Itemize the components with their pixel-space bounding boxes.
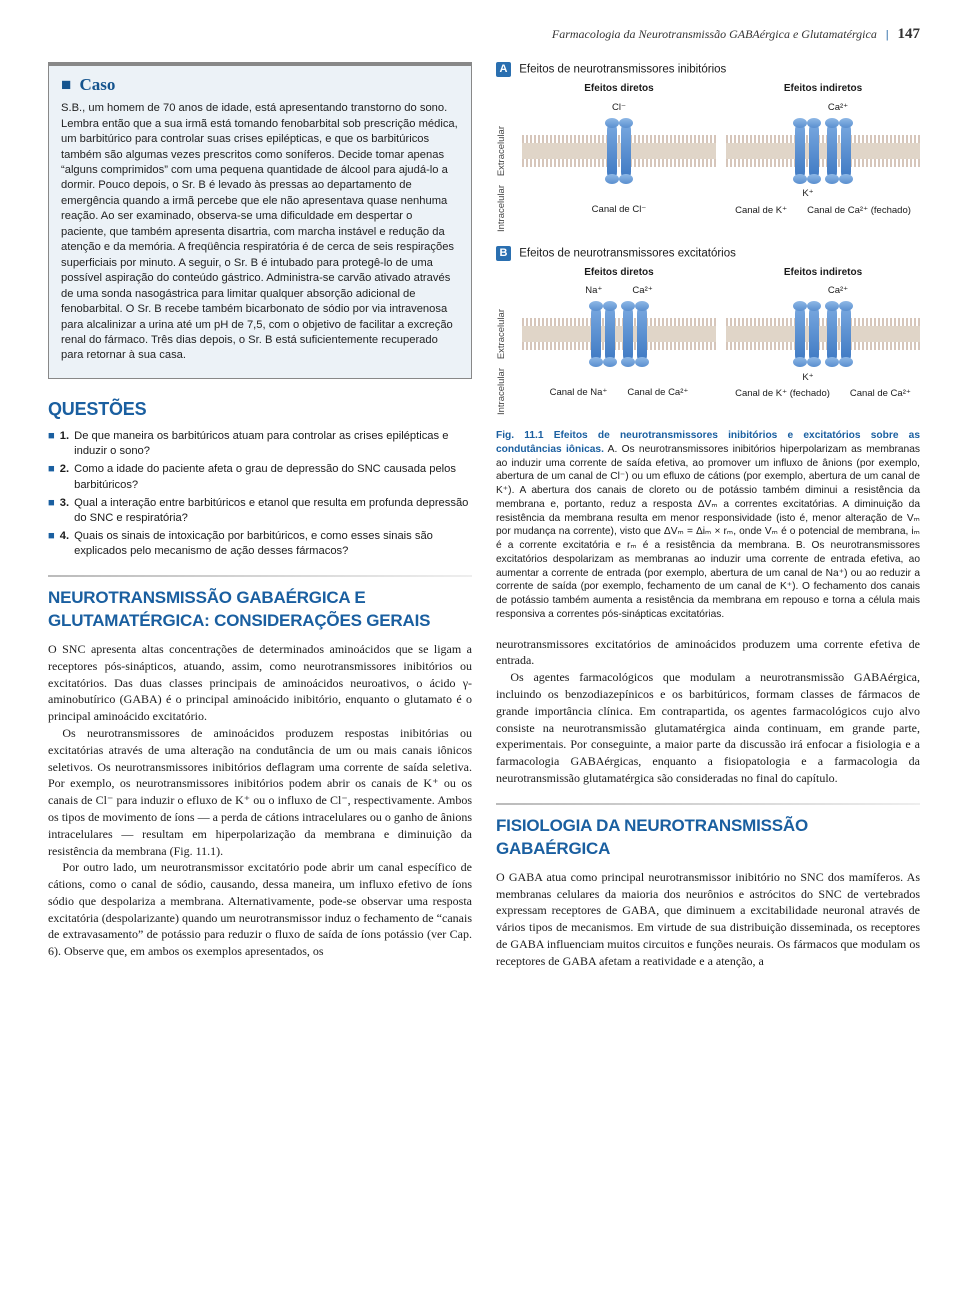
- membrane-diagram: [726, 304, 920, 364]
- panel-b-left-subhead: Efeitos diretos: [522, 266, 716, 280]
- caption-body: A. Os neurotransmissores inibitórios hip…: [496, 444, 920, 620]
- question-text: Quais os sinais de intoxicação por barbi…: [74, 529, 472, 559]
- section-body: O GABA atua como principal neurotransmis…: [496, 869, 920, 970]
- extracelular-label: Extracelular: [496, 126, 512, 176]
- ion-label: Na⁺: [585, 285, 602, 298]
- membrane-diagram: [726, 121, 920, 181]
- question-item: ■2.Como a idade do paciente afeta o grau…: [48, 462, 472, 492]
- intracelular-label: Intracelular: [496, 185, 512, 232]
- horizontal-rule: [48, 575, 472, 577]
- channel-icon: [795, 122, 819, 180]
- intracelular-label: Intracelular: [496, 368, 512, 415]
- question-item: ■4.Quais os sinais de intoxicação por ba…: [48, 529, 472, 559]
- ion-label: Ca²⁺: [828, 102, 848, 115]
- panel-b-right-subhead: Efeitos indiretos: [726, 266, 920, 280]
- body-paragraph: neurotransmissores excitatórios de amino…: [496, 636, 920, 670]
- ion-label: Ca²⁺: [828, 285, 848, 298]
- right-body: neurotransmissores excitatórios de amino…: [496, 636, 920, 787]
- channel-label: Canal de Cl⁻: [592, 204, 647, 217]
- question-text: De que maneira os barbitúricos atuam par…: [74, 429, 472, 459]
- membrane-diagram: [522, 121, 716, 181]
- question-text: Qual a interação entre barbitúricos e et…: [74, 496, 472, 526]
- section-heading: NEUROTRANSMISSÃO GABAÉRGICA E GLUTAMATÉR…: [48, 587, 472, 633]
- horizontal-rule: [496, 803, 920, 805]
- questions-list: ■1.De que maneira os barbitúricos atuam …: [48, 429, 472, 559]
- question-item: ■3.Qual a interação entre barbitúricos e…: [48, 496, 472, 526]
- channel-label: Canal de Ca²⁺ (fechado): [807, 205, 911, 218]
- body-paragraph: Os agentes farmacológicos que modulam a …: [496, 669, 920, 787]
- body-paragraph: Por outro lado, um neurotransmissor exci…: [48, 859, 472, 960]
- chapter-title: Farmacologia da Neurotransmissão GABAérg…: [552, 27, 877, 41]
- membrane-diagram: [522, 304, 716, 364]
- panel-marker-b: B: [496, 246, 511, 261]
- figure-panel-b: B Efeitos de neurotransmissores excitató…: [496, 246, 920, 415]
- panel-a-title: Efeitos de neurotransmissores inibitório…: [519, 64, 726, 76]
- body-paragraph: Os neurotransmissores de aminoácidos pro…: [48, 725, 472, 859]
- channel-label: Canal de K⁺ (fechado): [735, 388, 830, 401]
- page-number: 147: [898, 26, 921, 42]
- panel-a-right-subhead: Efeitos indiretos: [726, 82, 920, 96]
- question-number: 2.: [60, 462, 69, 492]
- channel-icon: [607, 122, 631, 180]
- panel-marker-a: A: [496, 62, 511, 77]
- questions-heading: QUESTÕES: [48, 397, 472, 421]
- channel-label: Canal de Na⁺: [550, 387, 608, 400]
- case-heading: ■ Caso: [61, 74, 459, 97]
- channel-icon: [827, 305, 851, 363]
- square-bullet-icon: ■: [48, 496, 55, 526]
- section-body: O SNC apresenta altas concentrações de d…: [48, 641, 472, 960]
- case-box: ■ Caso S.B., um homem de 70 anos de idad…: [48, 62, 472, 379]
- square-bullet-icon: ■: [61, 75, 71, 94]
- question-number: 4.: [60, 529, 69, 559]
- square-bullet-icon: ■: [48, 529, 55, 559]
- square-bullet-icon: ■: [48, 429, 55, 459]
- panel-b-title-row: B Efeitos de neurotransmissores excitató…: [496, 246, 920, 262]
- case-heading-text: Caso: [80, 75, 116, 94]
- separator: |: [880, 27, 895, 41]
- square-bullet-icon: ■: [48, 462, 55, 492]
- question-number: 3.: [60, 496, 69, 526]
- figure-caption: Fig. 11.1 Efeitos de neurotransmissores …: [496, 429, 920, 622]
- channel-label: Canal de Ca²⁺: [627, 387, 688, 400]
- question-text: Como a idade do paciente afeta o grau de…: [74, 462, 472, 492]
- ion-label: Cl⁻: [612, 102, 626, 115]
- channel-label: Canal de Ca²⁺: [850, 388, 911, 401]
- running-head: Farmacologia da Neurotransmissão GABAérg…: [48, 24, 920, 44]
- ion-label: K⁺: [802, 188, 813, 201]
- section-heading: FISIOLOGIA DA NEUROTRANSMISSÃO GABAÉRGIC…: [496, 815, 920, 861]
- channel-label: Canal de K⁺: [735, 205, 787, 218]
- case-paragraph: S.B., um homem de 70 anos de idade, está…: [61, 101, 459, 364]
- channel-icon: [795, 305, 819, 363]
- question-number: 1.: [60, 429, 69, 459]
- question-item: ■1.De que maneira os barbitúricos atuam …: [48, 429, 472, 459]
- case-body: S.B., um homem de 70 anos de idade, está…: [61, 101, 459, 364]
- panel-b-title: Efeitos de neurotransmissores excitatóri…: [519, 247, 736, 259]
- figure-panel-a: A Efeitos de neurotransmissores inibitór…: [496, 62, 920, 231]
- ion-label: Ca²⁺: [632, 285, 652, 298]
- channel-icon: [591, 305, 615, 363]
- body-paragraph: O SNC apresenta altas concentrações de d…: [48, 641, 472, 725]
- panel-a-title-row: A Efeitos de neurotransmissores inibitór…: [496, 62, 920, 78]
- panel-a-left-subhead: Efeitos diretos: [522, 82, 716, 96]
- ion-label: K⁺: [802, 372, 813, 385]
- extracelular-label: Extracelular: [496, 309, 512, 359]
- body-paragraph: O GABA atua como principal neurotransmis…: [496, 869, 920, 970]
- channel-icon: [623, 305, 647, 363]
- channel-icon: [827, 122, 851, 180]
